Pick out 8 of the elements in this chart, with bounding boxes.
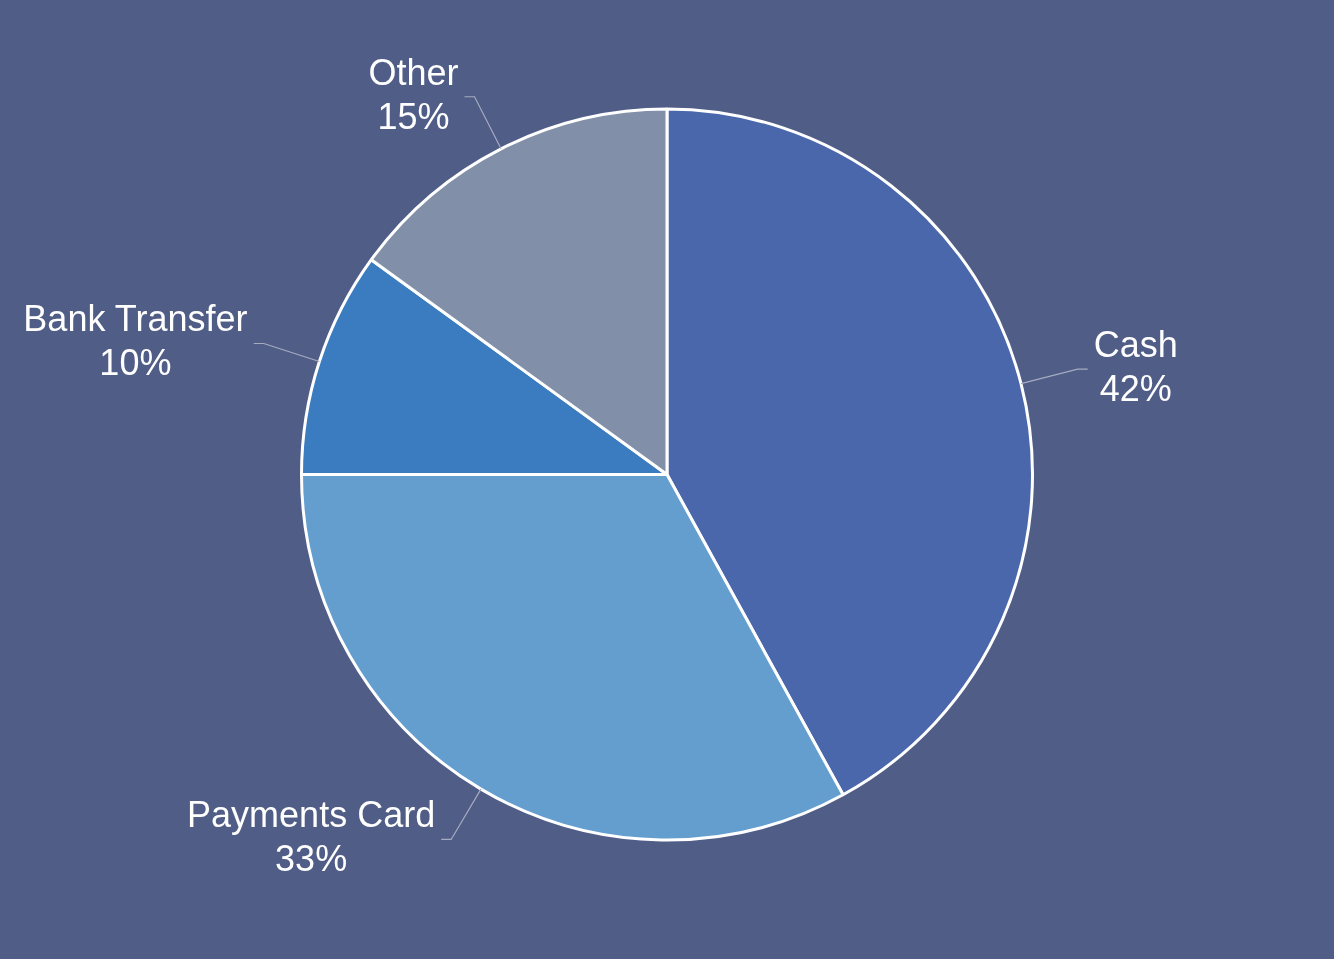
slice-label: Payments Card	[187, 794, 436, 836]
slice-label: Other	[368, 51, 459, 93]
data-label: 15%	[377, 95, 450, 137]
data-label: 42%	[1099, 367, 1172, 409]
data-label: 10%	[99, 342, 172, 384]
slice-label: Bank Transfer	[23, 298, 248, 340]
slice-label: Cash	[1093, 323, 1178, 365]
data-label: 33%	[275, 838, 348, 880]
